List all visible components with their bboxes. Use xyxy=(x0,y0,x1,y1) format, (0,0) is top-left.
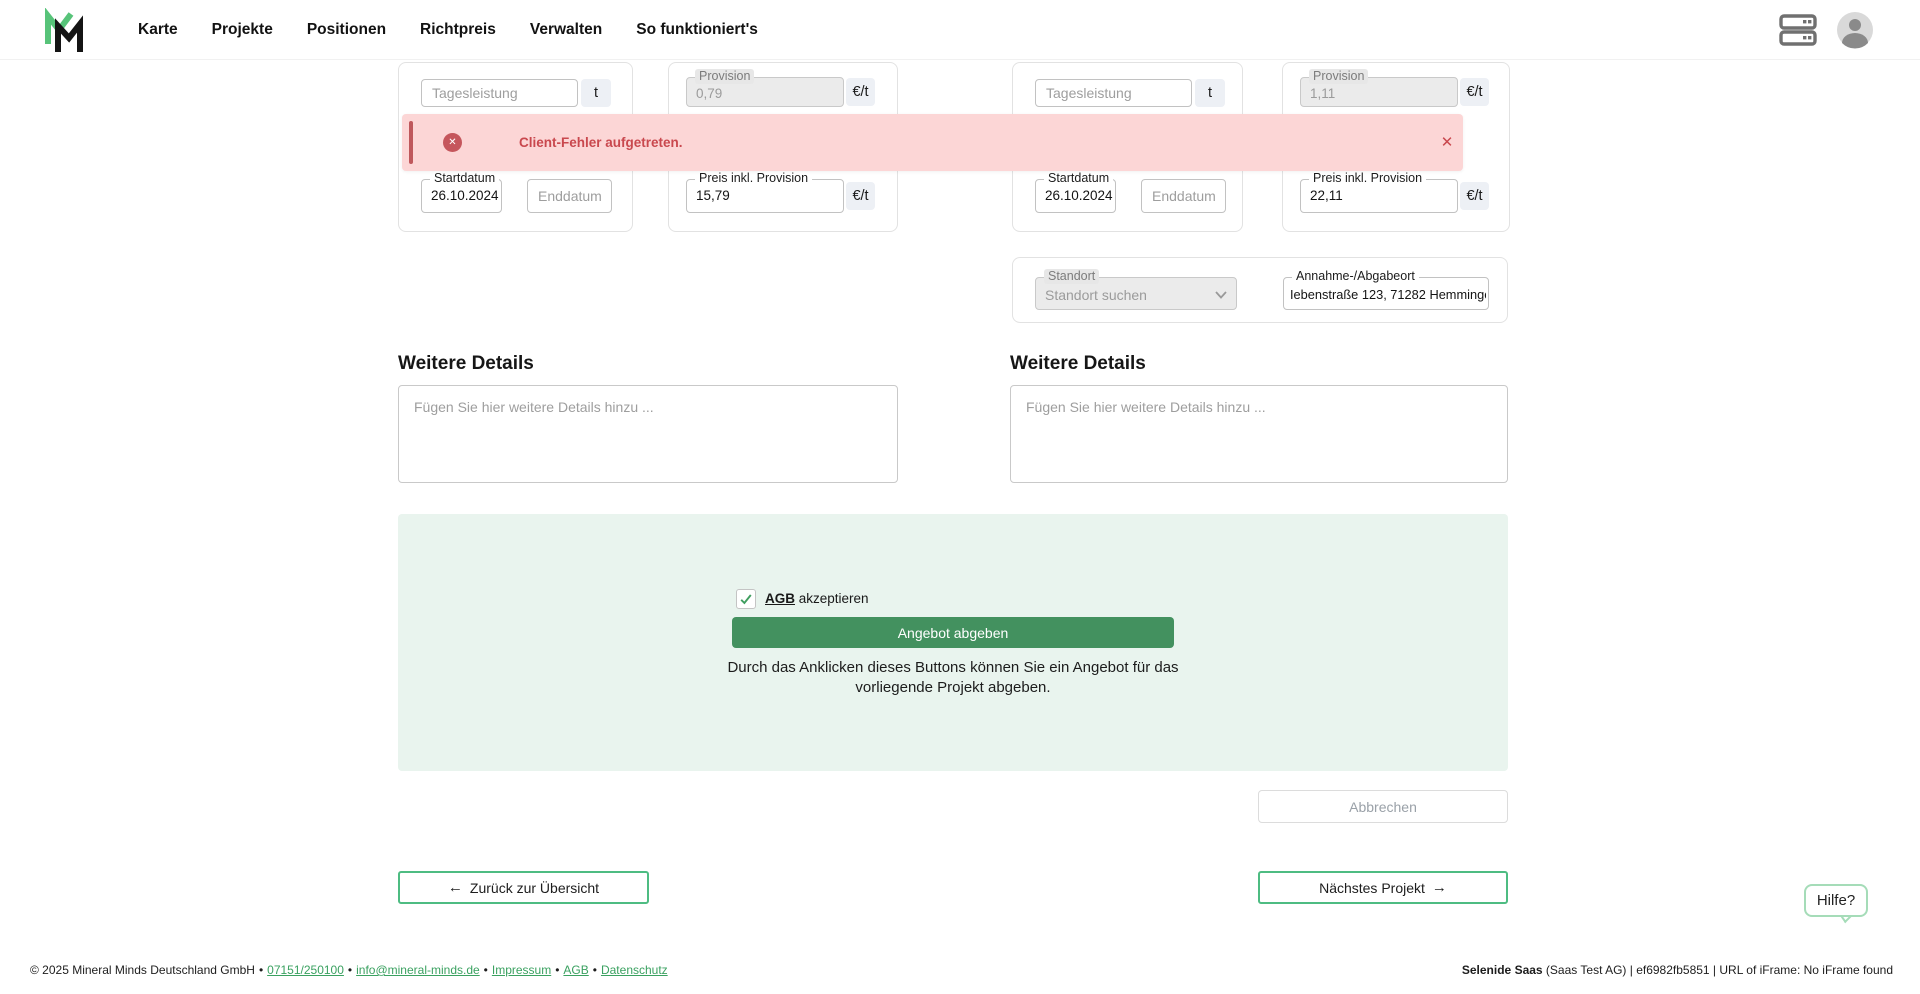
footer-status: Selenide Saas (Saas Test AG) | ef6982fb5… xyxy=(1462,963,1893,977)
abbrechen-button[interactable]: Abbrechen xyxy=(1258,790,1508,823)
position1-preis-label: Preis inkl. Provision xyxy=(695,171,813,186)
position1-provision-label: Provision xyxy=(695,69,755,84)
submit-hint-text: Durch das Anklicken dieses Buttons könne… xyxy=(727,659,1179,696)
position1-enddatum-input[interactable] xyxy=(527,179,612,213)
position1-startdatum-label: Startdatum xyxy=(430,171,500,186)
position1-provision-unit: €/t xyxy=(846,78,875,106)
position2-startdatum-value: 26.10.2024 xyxy=(1045,188,1113,203)
footer-phone-link[interactable]: 07151/250100 xyxy=(267,963,344,977)
top-nav-bar: Karte Projekte Positionen Richtpreis Ver… xyxy=(0,0,1920,60)
footer-status-rest: (Saas Test AG) | ef6982fb5851 | URL of i… xyxy=(1542,963,1893,977)
error-message: Client-Fehler aufgetreten. xyxy=(519,135,683,150)
position2-tagesleistung-input[interactable] xyxy=(1035,79,1192,107)
account-avatar-icon[interactable] xyxy=(1836,11,1874,49)
position2-preis-field[interactable]: Preis inkl. Provision 22,11 xyxy=(1300,171,1458,213)
details-textarea-right[interactable] xyxy=(1010,385,1508,483)
nav-item-verwalten[interactable]: Verwalten xyxy=(529,21,603,38)
mineral-minds-logo[interactable] xyxy=(44,8,88,54)
help-bubble[interactable]: Hilfe? xyxy=(1804,884,1868,917)
chevron-down-icon xyxy=(1215,291,1227,299)
arrow-right-icon: → xyxy=(1431,879,1447,896)
agb-label-rest: akzeptieren xyxy=(795,591,869,606)
abgabeort-field[interactable]: Annahme-/Abgabeort Iebenstraße 123, 7128… xyxy=(1283,269,1489,310)
arrow-left-icon: ← xyxy=(447,879,463,896)
server-dns-icon[interactable] xyxy=(1778,13,1818,47)
agb-link[interactable]: AGB xyxy=(765,591,795,606)
position1-preis-value: 15,79 xyxy=(696,188,730,203)
position2-provision-label: Provision xyxy=(1309,69,1369,84)
position2-provision-unit: €/t xyxy=(1460,78,1489,106)
footer-agb-link[interactable]: AGB xyxy=(563,963,589,977)
position2-preis-value: 22,11 xyxy=(1310,188,1343,203)
nav-item-karte[interactable]: Karte xyxy=(138,21,178,38)
nav-item-richtpreis[interactable]: Richtpreis xyxy=(420,21,496,38)
naechstes-label: Nächstes Projekt xyxy=(1319,879,1425,896)
details-heading-right: Weitere Details xyxy=(1010,353,1146,374)
nav-item-positionen[interactable]: Positionen xyxy=(306,21,387,38)
standort-placeholder: Standort suchen xyxy=(1045,287,1147,303)
footer-datenschutz-link[interactable]: Datenschutz xyxy=(600,963,668,977)
footer-impressum-link[interactable]: Impressum xyxy=(491,963,552,977)
details-heading-left: Weitere Details xyxy=(398,353,534,374)
position1-preis-unit: €/t xyxy=(846,182,875,210)
position1-startdatum-field[interactable]: Startdatum 26.10.2024 xyxy=(421,171,502,213)
main-nav: Karte Projekte Positionen Richtpreis Ver… xyxy=(138,0,758,60)
zurueck-button[interactable]: ← Zurück zur Übersicht xyxy=(398,871,649,904)
agb-checkbox[interactable] xyxy=(736,589,756,609)
position1-tagesleistung-input[interactable] xyxy=(421,79,578,107)
banner-close-icon[interactable]: ✕ xyxy=(1440,134,1454,151)
details-textarea-left[interactable] xyxy=(398,385,898,483)
agb-label: AGB akzeptieren xyxy=(765,591,869,606)
angebot-abgeben-button[interactable]: Angebot abgeben xyxy=(732,617,1174,648)
nav-item-projekte[interactable]: Projekte xyxy=(211,21,273,38)
position2-provision-value: 1,11 xyxy=(1310,86,1336,101)
position1-startdatum-value: 26.10.2024 xyxy=(431,188,499,203)
position2-preis-unit: €/t xyxy=(1460,182,1489,210)
abgabeort-label: Annahme-/Abgabeort xyxy=(1292,269,1419,284)
position2-startdatum-label: Startdatum xyxy=(1044,171,1114,186)
zurueck-label: Zurück zur Übersicht xyxy=(469,879,600,896)
nav-item-so-funktionierts[interactable]: So funktioniert's xyxy=(636,21,758,38)
position2-startdatum-field[interactable]: Startdatum 26.10.2024 xyxy=(1035,171,1116,213)
standort-select: Standort Standort suchen xyxy=(1035,269,1237,310)
abgabeort-value: Iebenstraße 123, 71282 Hemmingen xyxy=(1290,287,1486,302)
footer-app-name: Selenide Saas xyxy=(1461,963,1543,977)
position2-preis-label: Preis inkl. Provision xyxy=(1309,171,1427,186)
footer-email-link[interactable]: info@mineral-minds.de xyxy=(356,963,480,977)
position2-provision-field: Provision 1,11 xyxy=(1300,69,1458,107)
naechstes-projekt-button[interactable]: Nächstes Projekt → xyxy=(1258,871,1508,904)
position1-preis-field[interactable]: Preis inkl. Provision 15,79 xyxy=(686,171,844,213)
footer-copyright: © 2025 Mineral Minds Deutschland GmbH xyxy=(30,963,255,977)
position2-tagesleistung-unit: t xyxy=(1195,79,1225,107)
error-banner: ✕ Client-Fehler aufgetreten. ✕ xyxy=(402,114,1463,171)
position1-provision-field: Provision 0,79 xyxy=(686,69,844,107)
position2-enddatum-input[interactable] xyxy=(1141,179,1226,213)
position1-provision-value: 0,79 xyxy=(696,86,723,101)
standort-label: Standort xyxy=(1044,269,1100,284)
position1-tagesleistung-unit: t xyxy=(581,79,611,107)
footer-left: © 2025 Mineral Minds Deutschland GmbH • 07… xyxy=(30,963,668,977)
check-icon xyxy=(740,594,752,605)
error-icon: ✕ xyxy=(443,133,462,152)
error-banner-accent-bar xyxy=(409,121,413,164)
